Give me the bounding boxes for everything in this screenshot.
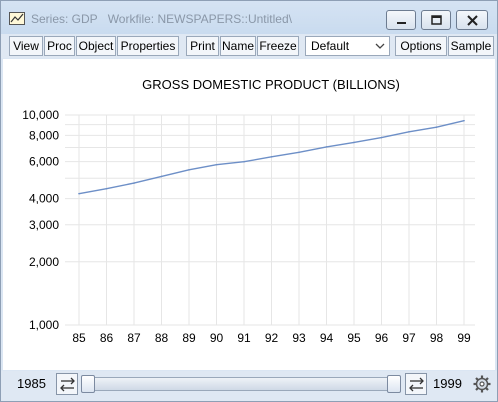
graph-type-dropdown[interactable]: Default: [305, 36, 390, 56]
y-tick-label: 2,000: [29, 255, 59, 269]
close-icon: [467, 15, 478, 26]
x-tick-label: 90: [210, 331, 224, 345]
x-tick-label: 96: [375, 331, 389, 345]
minimize-button[interactable]: [386, 10, 416, 30]
data-point: [380, 136, 383, 139]
data-point: [215, 163, 218, 166]
data-point: [298, 151, 300, 154]
gdp-line-chart: GROSS DOMESTIC PRODUCT (BILLIONS) 1,000 2…: [22, 77, 475, 345]
data-point: [325, 146, 328, 148]
sample-start-label: 1985: [17, 376, 46, 391]
object-button[interactable]: Object: [76, 36, 116, 56]
print-button[interactable]: Print: [186, 36, 219, 56]
swap-arrows-icon: [409, 377, 424, 392]
x-tick-label: 99: [457, 331, 471, 345]
gear-icon[interactable]: [473, 375, 491, 393]
proc-button[interactable]: Proc: [44, 36, 75, 56]
data-point: [243, 160, 245, 163]
x-tick-label: 92: [265, 331, 279, 345]
window-title: Series: GDP Workfile: NEWSPAPERS::Untitle…: [31, 12, 292, 26]
x-tick-label: 93: [292, 331, 306, 345]
data-point: [188, 169, 190, 171]
y-tick-label: 8,000: [29, 128, 59, 142]
x-tick-label: 91: [237, 331, 251, 345]
sample-end-handle[interactable]: [387, 375, 401, 393]
y-tick-label: 6,000: [29, 155, 59, 169]
line-layer: [78, 119, 465, 195]
x-tick-label: 97: [402, 331, 416, 345]
y-tick-label: 1,000: [29, 318, 59, 332]
series-label: Series: GDP: [31, 12, 98, 26]
data-point: [160, 175, 163, 178]
minimize-icon: [397, 22, 406, 24]
data-point: [133, 182, 135, 184]
view-button[interactable]: View: [9, 36, 43, 56]
close-button[interactable]: [456, 10, 488, 30]
sample-end-label: 1999: [433, 376, 462, 391]
chevron-down-icon: [375, 43, 385, 49]
dropdown-value: Default: [311, 39, 350, 53]
chart-area: GROSS DOMESTIC PRODUCT (BILLIONS) 1,000 2…: [3, 59, 495, 370]
y-tick-label: 4,000: [29, 192, 59, 206]
sample-button[interactable]: Sample: [448, 36, 494, 56]
restore-icon: [431, 15, 442, 25]
graph-icon: [9, 12, 25, 25]
toolbar: View Proc Object Properties Print Name F…: [1, 34, 497, 58]
data-point: [353, 141, 355, 144]
y-tick-label: 3,000: [29, 218, 59, 232]
x-tick-label: 94: [320, 331, 334, 345]
title-bar[interactable]: Series: GDP Workfile: NEWSPAPERS::Untitle…: [1, 1, 497, 34]
right-swap-button[interactable]: [405, 373, 427, 395]
x-tick-label: 95: [347, 331, 361, 345]
sample-start-handle[interactable]: [81, 375, 95, 393]
y-tick-label: 10,000: [22, 108, 59, 122]
options-button[interactable]: Options: [395, 36, 447, 56]
workfile-label: Workfile: NEWSPAPERS::Untitled\: [107, 12, 292, 26]
x-tick-label: 87: [127, 331, 141, 345]
freeze-button[interactable]: Freeze: [257, 36, 299, 56]
x-tick-label: 86: [100, 331, 114, 345]
left-swap-button[interactable]: [56, 373, 78, 395]
restore-button[interactable]: [421, 10, 451, 30]
chart-title: GROSS DOMESTIC PRODUCT (BILLIONS): [142, 77, 400, 92]
swap-arrows-icon: [60, 377, 75, 392]
data-point: [105, 187, 108, 190]
data-point: [408, 130, 410, 133]
axis-layer: 1,000 2,000 3,000 4,000 6,000 8,000 10,000 85 86…: [22, 108, 471, 345]
data-point: [78, 192, 80, 195]
data-point: [435, 126, 438, 128]
x-tick-label: 89: [182, 331, 196, 345]
data-point: [270, 156, 273, 158]
properties-button[interactable]: Properties: [117, 36, 179, 56]
data-point: [463, 119, 465, 122]
x-tick-label: 98: [430, 331, 444, 345]
x-tick-label: 88: [155, 331, 169, 345]
grid-layer: [65, 114, 475, 326]
sample-slider-track[interactable]: [81, 377, 401, 391]
sample-range-bar: 1985 1999: [1, 371, 497, 401]
name-button[interactable]: Name: [220, 36, 256, 56]
x-tick-label: 85: [72, 331, 86, 345]
